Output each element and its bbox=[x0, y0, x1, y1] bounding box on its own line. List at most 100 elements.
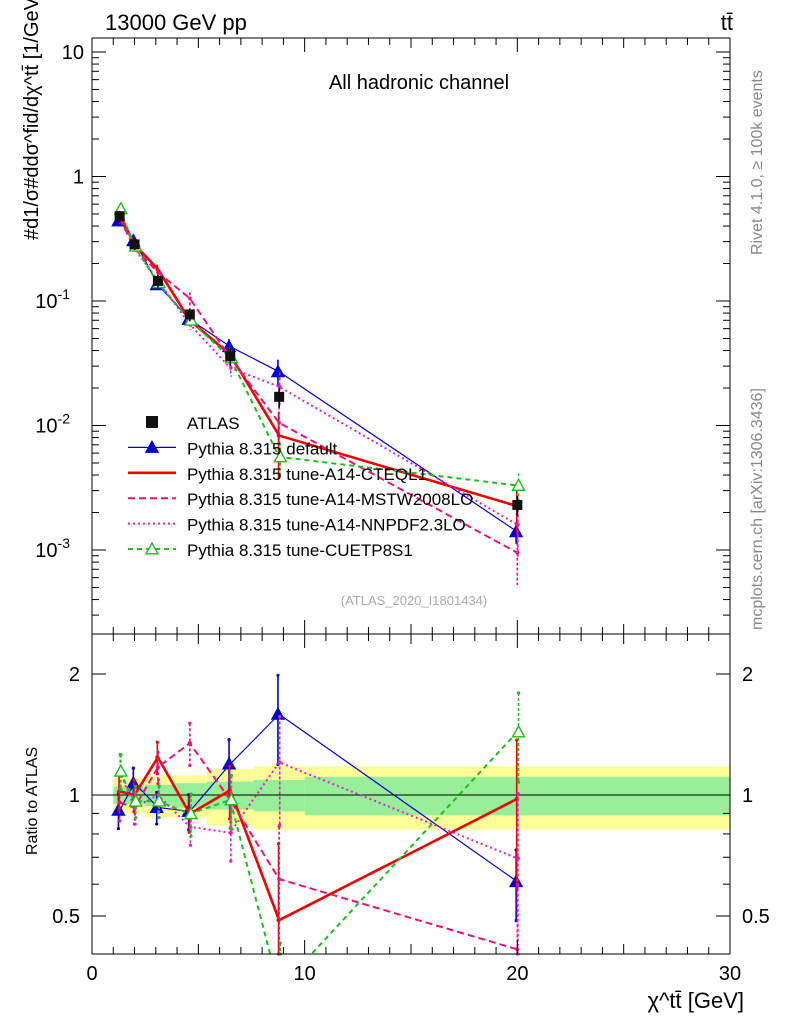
main-series-point bbox=[156, 270, 160, 275]
ratio-series-point bbox=[277, 760, 282, 765]
main-series-point bbox=[229, 366, 233, 370]
ratio-series-marker bbox=[113, 763, 129, 777]
legend-marker bbox=[144, 439, 160, 453]
main-series-marker bbox=[270, 364, 286, 378]
main-y-tick-label: 10-3 bbox=[35, 535, 70, 562]
ratio-series-point bbox=[515, 856, 520, 861]
main-y-tick-label: 10-1 bbox=[35, 286, 70, 313]
legend: ATLAS Pythia 8.315 default Pythia 8.315 tu… bbox=[128, 414, 473, 560]
ratio-error-cap bbox=[118, 819, 122, 823]
ratio-error-cap bbox=[276, 673, 280, 677]
header-energy-label: 13000 GeV pp bbox=[105, 10, 247, 35]
main-series-marker bbox=[273, 449, 288, 463]
legend-label: Pythia 8.315 tune-A14-CTEQL1 bbox=[187, 465, 427, 484]
ratio-error-cap bbox=[188, 763, 192, 768]
ratio-error-cap bbox=[188, 843, 193, 847]
ratio-error-cap bbox=[516, 791, 520, 796]
ratio-error-cap bbox=[278, 822, 282, 827]
x-tick-label: 30 bbox=[719, 963, 741, 985]
ratio-error-cap bbox=[116, 826, 121, 831]
ratio-error-cap bbox=[156, 750, 160, 754]
rivet-version-label: Rivet 4.1.0, ≥ 100k events bbox=[749, 70, 766, 255]
data-point bbox=[512, 499, 523, 510]
mcplots-label: mcplots.cern.ch [arXiv:1306.3436] bbox=[749, 388, 766, 630]
legend-label: Pythia 8.315 tune-CUETP8S1 bbox=[187, 541, 413, 560]
ratio-error-cap bbox=[132, 809, 136, 814]
main-series-point bbox=[277, 421, 281, 425]
x-axis-title: χ^tt̄ [GeV] bbox=[648, 988, 744, 1013]
ratio-series-point bbox=[187, 741, 192, 746]
main-series-point bbox=[516, 522, 520, 527]
data-point bbox=[184, 309, 195, 320]
x-tick-label: 0 bbox=[86, 963, 97, 985]
ratio-error-cap bbox=[187, 795, 191, 799]
ratio-error-cap bbox=[119, 788, 123, 792]
main-y-tick-label: 10-2 bbox=[35, 411, 70, 438]
ratio-series-marker bbox=[224, 792, 239, 806]
ratio-error-cap bbox=[134, 816, 138, 820]
main-series-point bbox=[276, 433, 281, 438]
header-process-label: tt̄ bbox=[721, 10, 733, 35]
ratio-series-marker bbox=[270, 706, 286, 720]
ratio-y-axis-title: Ratio to ATLAS bbox=[24, 747, 41, 855]
ratio-error-cap bbox=[156, 778, 161, 782]
x-tick-label: 10 bbox=[294, 963, 316, 985]
ratio-error-cap bbox=[188, 721, 192, 725]
ratio-error-cap bbox=[133, 822, 137, 826]
analysis-label: (ATLAS_2020_I1801434) bbox=[341, 593, 487, 608]
ratio-error-cap bbox=[515, 738, 519, 742]
ratio-error-cap bbox=[278, 714, 282, 719]
ratio-error-cap bbox=[187, 793, 191, 797]
legend-marker-data bbox=[146, 416, 158, 428]
ratio-series-point bbox=[155, 765, 160, 770]
ratio-error-cap bbox=[117, 808, 121, 812]
main-series-line bbox=[118, 214, 518, 508]
x-tick-label: 20 bbox=[506, 963, 528, 985]
ratio-error-cap bbox=[516, 691, 521, 695]
legend-label: Pythia 8.315 default bbox=[187, 439, 338, 458]
ratio-error-cap bbox=[132, 778, 136, 782]
ratio-series-point bbox=[277, 877, 282, 882]
ratio-error-cap bbox=[278, 941, 282, 945]
legend-label: Pythia 8.315 tune-A14-NNPDF2.3LO bbox=[187, 516, 466, 535]
data-point bbox=[225, 351, 236, 362]
main-series-marker bbox=[511, 478, 526, 491]
ratio-y-tick-label: 0.5 bbox=[52, 906, 80, 928]
ratio-error-cap bbox=[228, 764, 232, 768]
ratio-series-point bbox=[228, 830, 233, 835]
ratio-error-cap bbox=[229, 773, 234, 778]
ratio-series-point bbox=[117, 800, 122, 805]
ratio-series-marker bbox=[151, 793, 167, 807]
ratio-error-cap bbox=[155, 740, 159, 744]
ratio-y-tick-label: 2 bbox=[69, 664, 80, 686]
ratio-error-cap bbox=[516, 780, 521, 784]
ratio-error-cap bbox=[189, 792, 193, 796]
ratio-error-cap bbox=[134, 784, 138, 788]
ratio-error-cap bbox=[157, 815, 161, 820]
ratio-plot: 0.5 0.5 1 1 2 2 0 10 20 30 bbox=[52, 633, 770, 985]
main-plot: 10 1 10-1 10-2 10-3 All hadronic channel (AT… bbox=[35, 37, 731, 635]
main-y-axis-title: #d1/σ#ddσ^fid/dχ^tt̄ [1/GeV] bbox=[21, 0, 43, 240]
ratio-error-cap bbox=[155, 790, 159, 795]
ratio-series-marker bbox=[128, 793, 143, 807]
ratio-error-cap bbox=[155, 822, 159, 826]
data-point bbox=[274, 391, 285, 402]
ratio-error-cap bbox=[131, 766, 135, 770]
ratio-y-tick-label-right: 1 bbox=[742, 785, 753, 807]
ratio-error-cap bbox=[157, 784, 161, 788]
ratio-error-cap bbox=[189, 834, 193, 838]
ratio-error-cap bbox=[119, 752, 123, 757]
ratio-error-cap bbox=[229, 859, 233, 863]
ratio-y-tick-label-right: 0.5 bbox=[742, 906, 770, 928]
legend-label: ATLAS bbox=[187, 414, 240, 433]
main-y-tick-label: 1 bbox=[73, 167, 84, 189]
main-series-point bbox=[277, 384, 282, 389]
ratio-y-tick-label: 1 bbox=[69, 785, 80, 807]
ratio-y-tick-label-right: 2 bbox=[742, 664, 753, 686]
legend-marker bbox=[144, 541, 160, 555]
data-point bbox=[114, 211, 125, 222]
ratio-error-cap bbox=[229, 826, 234, 830]
main-series-line bbox=[119, 220, 518, 533]
data-point bbox=[129, 239, 140, 250]
